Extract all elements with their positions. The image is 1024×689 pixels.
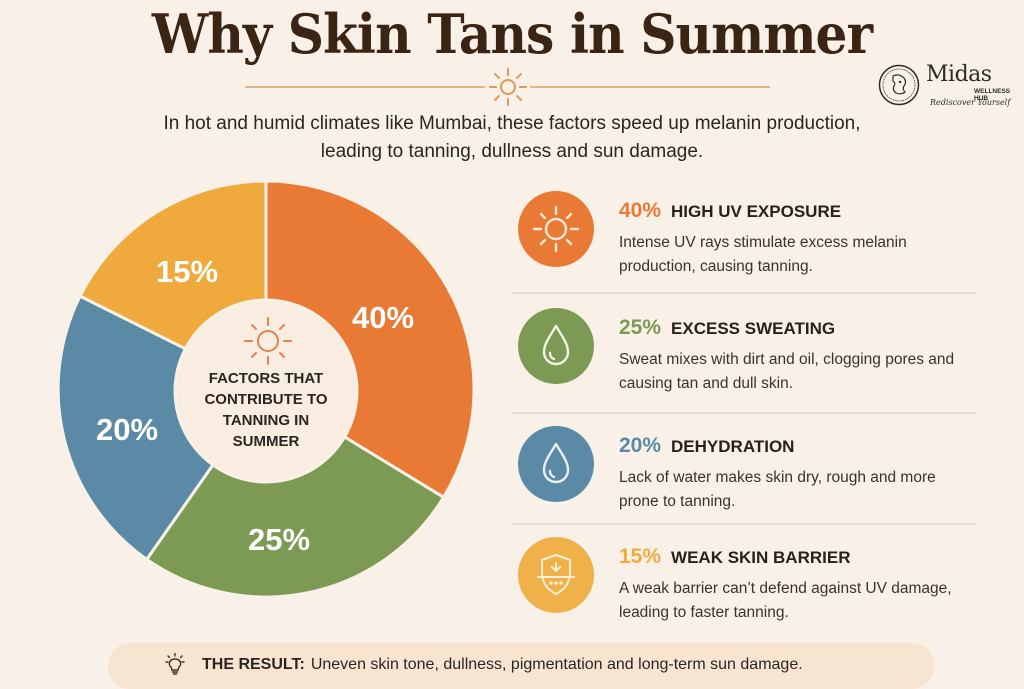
center-label-line: CONTRIBUTE TO bbox=[204, 391, 328, 408]
shield-icon bbox=[518, 537, 594, 613]
title-divider-left bbox=[245, 86, 485, 88]
factor-heading: 25% EXCESS SWEATING bbox=[619, 316, 835, 340]
lightbulb-icon bbox=[165, 653, 185, 675]
factor-description: A weak barrier can’t defend against UV d… bbox=[619, 580, 952, 621]
logo-subname: WELLNESS HUB bbox=[974, 88, 1011, 102]
divider bbox=[512, 292, 976, 294]
divider bbox=[512, 412, 976, 414]
factor-heading: 20% DEHYDRATION bbox=[619, 434, 794, 458]
brand-logo: Midas WELLNESS HUB Rediscover Yourself bbox=[876, 62, 1024, 110]
factor-percent: 25% bbox=[619, 316, 662, 339]
droplet-icon bbox=[518, 426, 594, 502]
factor-percent: 20% bbox=[619, 434, 662, 457]
factor-name: WEAK SKIN BARRIER bbox=[671, 548, 851, 567]
subtitle-line-1: In hot and humid climates like Mumbai, t… bbox=[163, 113, 861, 134]
factor-description: Lack of water makes skin dry, rough and … bbox=[619, 469, 936, 510]
factor-percent: 40% bbox=[619, 199, 662, 222]
sun-icon bbox=[518, 191, 594, 267]
factor-name: DEHYDRATION bbox=[671, 437, 795, 456]
slice-label-20: 20% bbox=[96, 412, 159, 447]
divider bbox=[512, 523, 976, 525]
center-label-line: SUMMER bbox=[232, 433, 300, 450]
result-label: THE RESULT: bbox=[202, 656, 305, 673]
donut-center bbox=[173, 298, 359, 484]
factor-description: Sweat mixes with dirt and oil, clogging … bbox=[619, 351, 955, 392]
factor-heading: 40% HIGH UV EXPOSURE bbox=[619, 199, 841, 223]
factor-name: EXCESS SWEATING bbox=[671, 319, 836, 338]
medallion-icon bbox=[878, 64, 920, 106]
result-banner: THE RESULT: Uneven skin tone, dullness, p… bbox=[108, 643, 934, 689]
logo-name: Midas bbox=[926, 62, 992, 87]
page-title: Why Skin Tans in Summer bbox=[151, 2, 873, 66]
result-text: THE RESULT: Uneven skin tone, dullness, p… bbox=[202, 656, 803, 674]
subtitle-line-2: leading to tanning, dullness and sun dam… bbox=[320, 141, 704, 162]
slice-dehydration[interactable] bbox=[56, 294, 269, 562]
droplet-icon bbox=[518, 308, 594, 384]
subtitle: In hot and humid climates like Mumbai, t… bbox=[0, 110, 1024, 166]
donut-center-label: FACTORS THAT CONTRIBUTE TO TANNING IN SU… bbox=[186, 368, 346, 452]
slice-label-15: 15% bbox=[156, 254, 219, 289]
slice-label-25: 25% bbox=[248, 522, 311, 557]
logo-tagline: Rediscover Yourself bbox=[930, 98, 1011, 107]
result-description: Uneven skin tone, dullness, pigmentation… bbox=[310, 656, 803, 673]
center-label-line: FACTORS THAT bbox=[208, 370, 324, 387]
factor-heading: 15% WEAK SKIN BARRIER bbox=[619, 545, 850, 569]
factor-description: Intense UV rays stimulate excess melanin… bbox=[619, 234, 907, 275]
factor-name: HIGH UV EXPOSURE bbox=[671, 202, 842, 221]
title-divider-right bbox=[530, 86, 770, 88]
sun-icon bbox=[489, 68, 527, 106]
slice-label-40: 40% bbox=[352, 300, 415, 335]
factor-percent: 15% bbox=[619, 545, 662, 568]
center-label-line: TANNING IN bbox=[222, 412, 310, 429]
slice-excess-sweating[interactable] bbox=[144, 386, 446, 599]
